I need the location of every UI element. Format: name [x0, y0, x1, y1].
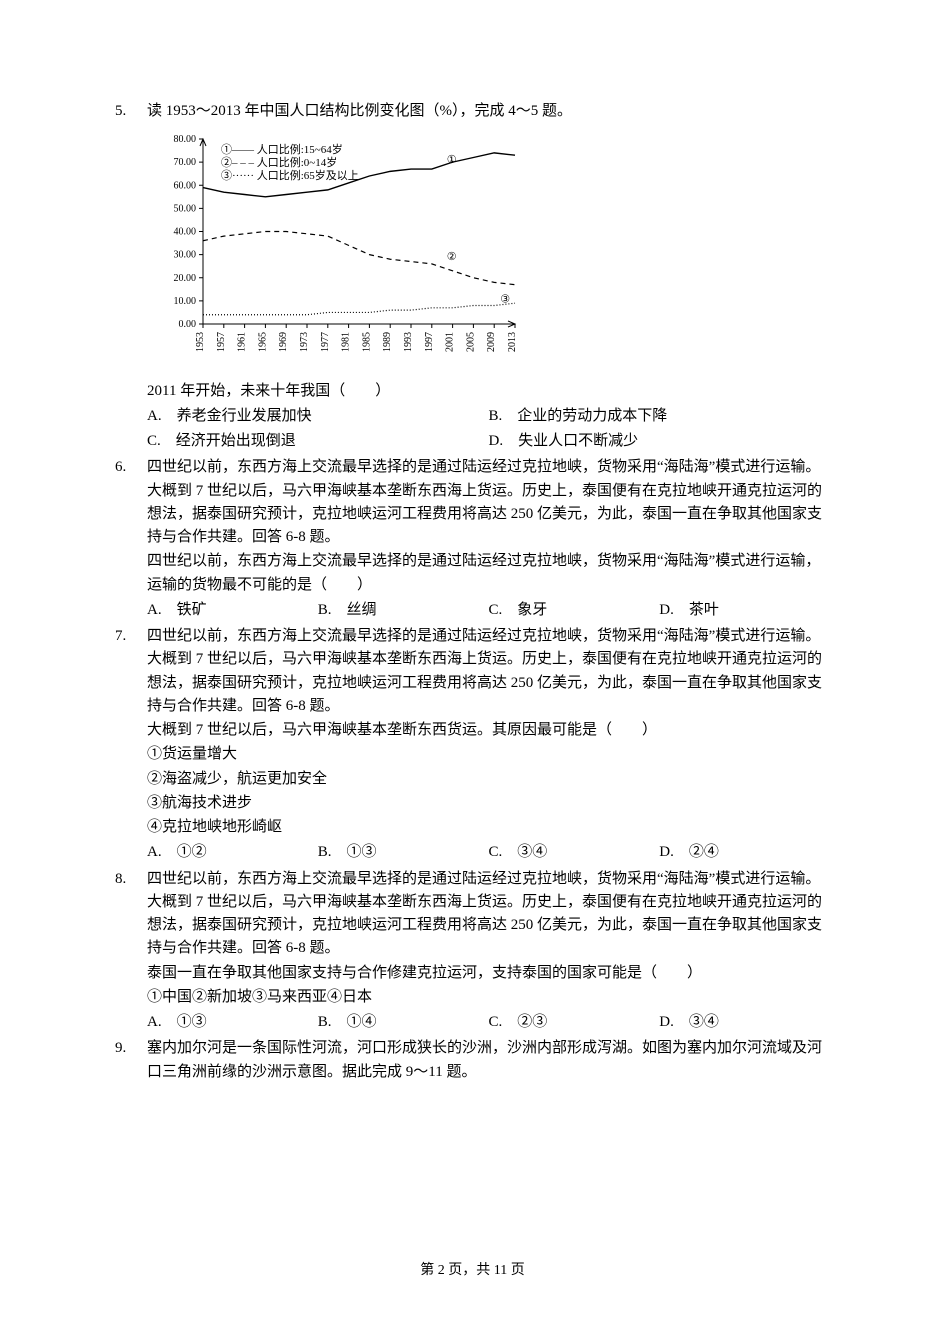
population-chart: 0.00 10.00 20.00 30.00 40.00 50.00 60.00 70.00 8… [155, 131, 830, 374]
svg-text:1985: 1985 [361, 332, 372, 352]
options-row: A. ①③ B. ①④ C. ②③ D. ③④ [147, 1011, 830, 1034]
question-stem: 四世纪以前，东西方海上交流最早选择的是通过陆运经过克拉地峡，货物采用“海陆海”模… [147, 625, 830, 718]
question-body: 读 1953～2013 年中国人口结构比例变化图（%），完成 4～5 题。 0.… [147, 100, 830, 453]
question-6: 6. 四世纪以前，东西方海上交流最早选择的是通过陆运经过克拉地峡，货物采用“海陆… [115, 456, 830, 622]
option-a: A. 养老金行业发展加快 [147, 405, 489, 428]
page-footer: 第 2 页，共 11 页 [0, 1260, 945, 1282]
option-a: A. 铁矿 [147, 599, 318, 622]
option-b: B. 企业的劳动力成本下降 [489, 405, 831, 428]
svg-text:1969: 1969 [278, 332, 289, 352]
svg-text:③: ③ [500, 294, 510, 306]
svg-text:①: ① [447, 154, 457, 166]
question-sub: 2011 年开始，未来十年我国（ ） [147, 380, 830, 403]
question-9: 9. 塞内加尔河是一条国际性河流，河口形成狭长的沙洲，沙洲内部形成泻湖。如图为塞… [115, 1037, 830, 1084]
question-number: 5. [115, 100, 147, 453]
question-sub: 泰国一直在争取其他国家支持与合作修建克拉运河，支持泰国的国家可能是（ ） [147, 962, 830, 985]
svg-text:1993: 1993 [403, 332, 414, 352]
question-body: 四世纪以前，东西方海上交流最早选择的是通过陆运经过克拉地峡，货物采用“海陆海”模… [147, 868, 830, 1035]
options-row: A. 铁矿 B. 丝绸 C. 象牙 D. 茶叶 [147, 599, 830, 622]
question-sub: 大概到 7 世纪以后，马六甲海峡基本垄断东西货运。其原因最可能是（ ） [147, 719, 830, 742]
svg-text:1989: 1989 [382, 332, 393, 352]
question-8: 8. 四世纪以前，东西方海上交流最早选择的是通过陆运经过克拉地峡，货物采用“海陆… [115, 868, 830, 1035]
svg-text:②– – – 人口比例:0~14岁: ②– – – 人口比例:0~14岁 [221, 155, 337, 169]
svg-text:1957: 1957 [216, 332, 227, 352]
option-a: A. ①② [147, 841, 318, 864]
option-d: D. ③④ [659, 1011, 830, 1034]
option-b: B. ①④ [318, 1011, 489, 1034]
option-d: D. 茶叶 [659, 599, 830, 622]
options-row: A. 养老金行业发展加快 B. 企业的劳动力成本下降 [147, 405, 830, 428]
option-c: C. 经济开始出现倒退 [147, 430, 489, 453]
svg-text:2009: 2009 [486, 332, 497, 352]
question-sub: 四世纪以前，东西方海上交流最早选择的是通过陆运经过克拉地峡，货物采用“海陆海”模… [147, 550, 830, 597]
list-item: ③航海技术进步 [147, 792, 830, 815]
svg-text:①—— 人口比例:15~64岁: ①—— 人口比例:15~64岁 [221, 142, 343, 156]
svg-text:70.00: 70.00 [174, 157, 197, 168]
svg-text:③······ 人口比例:65岁及以上: ③······ 人口比例:65岁及以上 [221, 168, 359, 182]
svg-text:1973: 1973 [299, 332, 310, 352]
svg-text:1953: 1953 [195, 332, 206, 352]
question-stem: 四世纪以前，东西方海上交流最早选择的是通过陆运经过克拉地峡，货物采用“海陆海”模… [147, 868, 830, 961]
list-item: ④克拉地峡地形崎岖 [147, 816, 830, 839]
question-7: 7. 四世纪以前，东西方海上交流最早选择的是通过陆运经过克拉地峡，货物采用“海陆… [115, 625, 830, 865]
option-c: C. ②③ [489, 1011, 660, 1034]
option-c: C. ③④ [489, 841, 660, 864]
question-stem: 塞内加尔河是一条国际性河流，河口形成狭长的沙洲，沙洲内部形成泻湖。如图为塞内加尔… [147, 1037, 830, 1084]
svg-text:30.00: 30.00 [174, 250, 197, 261]
question-body: 四世纪以前，东西方海上交流最早选择的是通过陆运经过克拉地峡，货物采用“海陆海”模… [147, 456, 830, 622]
svg-text:1977: 1977 [320, 332, 331, 352]
svg-text:2013: 2013 [507, 332, 518, 352]
svg-text:40.00: 40.00 [174, 227, 197, 238]
svg-text:1961: 1961 [237, 332, 248, 352]
question-5: 5. 读 1953～2013 年中国人口结构比例变化图（%），完成 4～5 题。… [115, 100, 830, 453]
svg-text:2001: 2001 [445, 332, 456, 352]
option-c: C. 象牙 [489, 599, 660, 622]
svg-text:50.00: 50.00 [174, 204, 197, 215]
question-stem: 读 1953～2013 年中国人口结构比例变化图（%），完成 4～5 题。 [147, 100, 830, 123]
question-body: 四世纪以前，东西方海上交流最早选择的是通过陆运经过克拉地峡，货物采用“海陆海”模… [147, 625, 830, 865]
question-number: 8. [115, 868, 147, 1035]
question-number: 7. [115, 625, 147, 865]
population-chart-svg: 0.00 10.00 20.00 30.00 40.00 50.00 60.00 70.00 8… [155, 131, 525, 366]
svg-text:80.00: 80.00 [174, 134, 197, 145]
svg-text:②: ② [447, 251, 457, 263]
option-a: A. ①③ [147, 1011, 318, 1034]
svg-text:20.00: 20.00 [174, 273, 197, 284]
options-row: A. ①② B. ①③ C. ③④ D. ②④ [147, 841, 830, 864]
svg-text:1965: 1965 [257, 332, 268, 352]
svg-text:1997: 1997 [424, 332, 435, 352]
option-d: D. 失业人口不断减少 [489, 430, 831, 453]
question-body: 塞内加尔河是一条国际性河流，河口形成狭长的沙洲，沙洲内部形成泻湖。如图为塞内加尔… [147, 1037, 830, 1084]
svg-text:2005: 2005 [465, 332, 476, 352]
option-b: B. ①③ [318, 841, 489, 864]
option-d: D. ②④ [659, 841, 830, 864]
options-row: C. 经济开始出现倒退 D. 失业人口不断减少 [147, 430, 830, 453]
svg-text:1981: 1981 [341, 332, 352, 352]
list-items-line: ①中国②新加坡③马来西亚④日本 [147, 986, 830, 1009]
option-b: B. 丝绸 [318, 599, 489, 622]
svg-text:0.00: 0.00 [179, 319, 197, 330]
list-item: ①货运量增大 [147, 743, 830, 766]
list-item: ②海盗减少，航运更加安全 [147, 768, 830, 791]
question-stem: 四世纪以前，东西方海上交流最早选择的是通过陆运经过克拉地峡，货物采用“海陆海”模… [147, 456, 830, 549]
svg-text:10.00: 10.00 [174, 296, 197, 307]
question-number: 9. [115, 1037, 147, 1084]
svg-text:60.00: 60.00 [174, 181, 197, 192]
question-number: 6. [115, 456, 147, 622]
